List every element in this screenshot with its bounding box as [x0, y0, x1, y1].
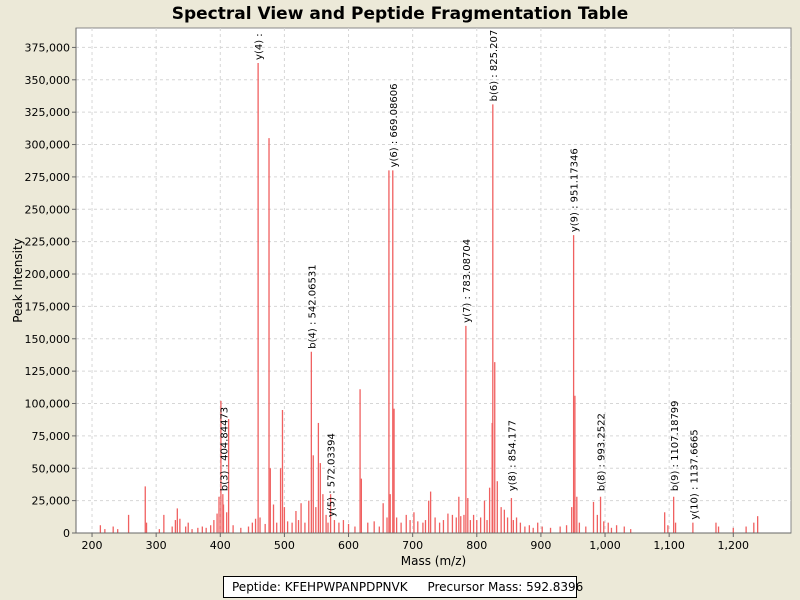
peptide-info-box: Peptide: KFEHPWPANPDPNVK Precursor Mass:… — [223, 576, 583, 598]
peptide-label: Peptide: KFEHPWPANPDPNVK — [232, 580, 408, 594]
x-tick-label: 400 — [210, 539, 231, 552]
y-tick-label: 250,000 — [25, 203, 71, 216]
chart-title: Spectral View and Peptide Fragmentation … — [171, 4, 629, 24]
peak-annotation: b(4) : 542.06531 — [307, 264, 318, 348]
y-tick-label: 150,000 — [25, 333, 71, 346]
peak-annotation: y(10) : 1137.6665 — [689, 429, 700, 519]
x-axis-label: Mass (m/z) — [401, 554, 466, 568]
y-tick-label: 350,000 — [25, 74, 71, 87]
precursor-mass-label: Precursor Mass: 592.8396 — [427, 580, 584, 594]
y-tick-label: 75,000 — [32, 430, 71, 443]
peak-annotation: b(9) : 1107.18799 — [670, 400, 681, 491]
peak-annotation: b(3) : 404.84473 — [219, 407, 230, 491]
x-tick-label: 500 — [274, 539, 295, 552]
x-tick-label: 1,200 — [718, 539, 750, 552]
x-tick-label: 800 — [466, 539, 487, 552]
x-tick-label: 1,100 — [653, 539, 685, 552]
peak-annotation: y(8) : 854.177 — [508, 420, 519, 491]
y-tick-label: 225,000 — [25, 236, 71, 249]
y-tick-label: 300,000 — [25, 139, 71, 152]
x-tick-label: 300 — [146, 539, 167, 552]
y-tick-label: 375,000 — [25, 41, 71, 54]
y-tick-label: 175,000 — [25, 300, 71, 313]
x-tick-label: 900 — [530, 539, 551, 552]
y-axis-label: Peak Intensity — [11, 238, 25, 323]
peak-annotation: y(7) : 783.08704 — [462, 239, 473, 323]
y-tick-label: 275,000 — [25, 171, 71, 184]
peak-annotation: b(6) : 825.207 — [489, 30, 500, 102]
y-tick-label: 100,000 — [25, 398, 71, 411]
x-tick-label: 200 — [82, 539, 103, 552]
peak-annotation: y(9) : 951.17346 — [570, 148, 581, 232]
y-tick-label: 50,000 — [32, 462, 71, 475]
peak-annotation: b(8) : 993.2522 — [597, 413, 608, 491]
peak-annotation: y(5) : 572.03394 — [327, 433, 338, 517]
y-tick-label: 200,000 — [25, 268, 71, 281]
plot-area — [75, 27, 792, 534]
y-tick-label: 325,000 — [25, 106, 71, 119]
x-tick-label: 700 — [402, 539, 423, 552]
y-tick-label: 125,000 — [25, 365, 71, 378]
peak-annotation: y(6) : 669.08606 — [389, 84, 400, 168]
y-tick-label: 0 — [63, 527, 70, 540]
y-tick-label: 25,000 — [32, 495, 71, 508]
x-tick-label: 1,000 — [589, 539, 621, 552]
x-tick-label: 600 — [338, 539, 359, 552]
peak-annotation: y(4) : — [254, 33, 265, 60]
